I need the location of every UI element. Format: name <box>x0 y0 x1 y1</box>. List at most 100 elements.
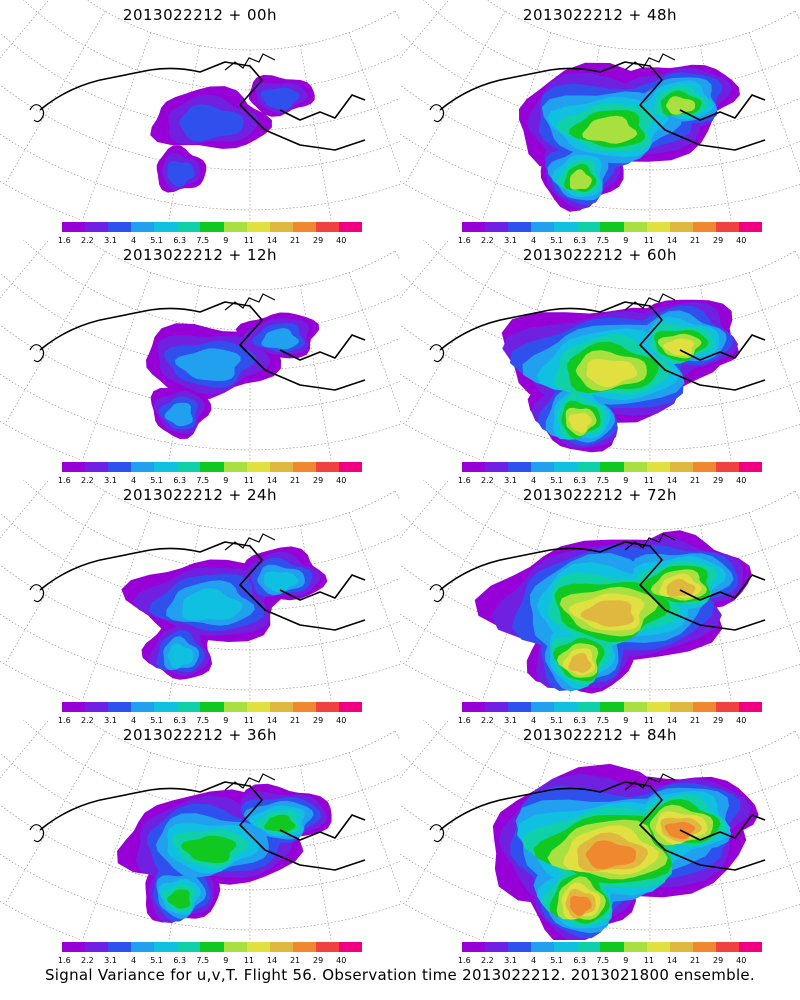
latitude-line <box>400 272 800 371</box>
map-panel: 2013022212 + 48h 1.6 2.2 3.1 4 5.1 6.3 7.5 9 11 1… <box>400 0 800 245</box>
colorbar-label: 14 <box>266 716 278 725</box>
coastline-path <box>279 814 366 841</box>
colorbar-swatch <box>715 942 739 952</box>
colorbar-swatch <box>738 222 763 232</box>
variance-map <box>400 480 800 700</box>
colorbar-swatch <box>177 942 201 952</box>
colorbar-swatch <box>554 942 578 952</box>
meridian-line <box>4 490 106 665</box>
meridian-line <box>400 720 450 779</box>
colorbar-swatch <box>623 222 647 232</box>
colorbar <box>62 222 363 232</box>
meridian-line <box>748 512 800 653</box>
colorbar-swatch <box>646 462 670 472</box>
colorbar-swatch <box>338 702 363 712</box>
variance-contour <box>666 96 696 115</box>
meridian-line <box>748 752 800 893</box>
latitude-line <box>23 240 400 331</box>
panel-title: 2013022212 + 12h <box>122 246 278 264</box>
meridian-line <box>404 10 506 185</box>
colorbar-swatch <box>200 942 224 952</box>
colorbar-swatch <box>600 942 624 952</box>
colorbar-swatch <box>577 462 601 472</box>
colorbar-swatch <box>623 462 647 472</box>
panel-title: 2013022212 + 72h <box>522 486 678 504</box>
colorbar-label: 40 <box>336 236 347 245</box>
colorbar-swatch <box>738 462 763 472</box>
colorbar-label: 1.6 <box>57 956 71 965</box>
coastline-path <box>624 533 676 551</box>
meridian-line <box>400 480 428 555</box>
colorbar-label: 5.1 <box>550 476 563 485</box>
coastline-path <box>279 94 366 121</box>
colorbar-label: 7.5 <box>596 236 610 245</box>
colorbar-swatch <box>85 222 109 232</box>
colorbar-label: 29 <box>713 716 724 725</box>
colorbar-swatch <box>646 942 670 952</box>
colorbar-label: 9 <box>223 716 229 725</box>
colorbar-label: 11 <box>243 716 255 725</box>
colorbar-swatch <box>62 702 86 712</box>
coastline <box>29 773 366 871</box>
variance-contour <box>264 814 296 833</box>
colorbar-label: 4 <box>530 956 537 965</box>
colorbar-swatch <box>85 462 109 472</box>
colorbar-label: 7.5 <box>596 716 610 725</box>
variance-contour <box>179 104 244 142</box>
colorbar-swatch <box>669 942 693 952</box>
map-panel: 2013022212 + 24h 1.6 2.2 3.1 4 5.1 6.3 7.5 9 11 1… <box>0 480 400 725</box>
variance-contour <box>580 600 635 627</box>
panel-title: 2013022212 + 24h <box>122 486 278 504</box>
variance-field <box>117 783 332 923</box>
meridian-line <box>0 480 50 539</box>
colorbar-label: 2.2 <box>81 956 94 965</box>
latitude-line <box>23 480 400 571</box>
meridian-line <box>300 765 332 940</box>
coastline-path <box>39 61 366 151</box>
latitude-line <box>86 240 396 291</box>
colorbar <box>462 702 763 712</box>
panel-title: 2013022212 + 48h <box>522 6 678 24</box>
coastline-path <box>279 334 366 361</box>
colorbar-swatch <box>715 702 739 712</box>
map-panel: 2013022212 + 72h 1.6 2.2 3.1 4 5.1 6.3 7.5 9 11 1… <box>400 480 800 725</box>
meridian-line <box>404 490 506 665</box>
colorbar-label: 40 <box>736 716 747 725</box>
coastline-path <box>439 781 766 871</box>
colorbar-swatch <box>62 462 86 472</box>
meridian-line <box>748 32 800 173</box>
meridian-line <box>82 32 152 220</box>
colorbar-label: 14 <box>266 236 278 245</box>
colorbar-swatch <box>246 462 270 472</box>
latitude-line <box>0 133 400 211</box>
colorbar-label: 14 <box>666 956 678 965</box>
variance-map <box>400 720 800 940</box>
variance-map <box>0 240 400 460</box>
map-graticule <box>0 0 400 220</box>
variance-contour <box>569 169 592 190</box>
colorbar-swatch <box>600 702 624 712</box>
latitude-line <box>400 32 800 131</box>
colorbar-label: 11 <box>243 476 255 485</box>
latitude-line <box>23 0 400 91</box>
colorbar-swatch <box>131 702 155 712</box>
colorbar-swatch <box>315 942 339 952</box>
variance-map <box>0 480 400 700</box>
colorbar-swatch <box>485 222 509 232</box>
colorbar-label: 14 <box>666 236 678 245</box>
meridian-line <box>400 0 428 75</box>
meridian-line <box>0 240 50 299</box>
map-panel: 2013022212 + 36h 1.6 2.2 3.1 4 5.1 6.3 7.5 9 11 1… <box>0 720 400 965</box>
meridian-line <box>0 480 28 555</box>
map-panel: 2013022212 + 84h 1.6 2.2 3.1 4 5.1 6.3 7.5 9 11 1… <box>400 720 800 965</box>
colorbar-label: 1.6 <box>57 716 71 725</box>
meridian-line <box>794 10 800 21</box>
colorbar-label: 11 <box>243 236 255 245</box>
colorbar-labels: 1.6 2.2 3.1 4 5.1 6.3 7.5 9 11 14 21 29 40 <box>58 716 362 726</box>
variance-field <box>146 312 320 439</box>
colorbar-swatch <box>338 222 363 232</box>
colorbar-swatch <box>531 702 555 712</box>
coastline-path <box>29 584 45 603</box>
variance-map <box>400 0 800 220</box>
colorbar <box>462 222 763 232</box>
